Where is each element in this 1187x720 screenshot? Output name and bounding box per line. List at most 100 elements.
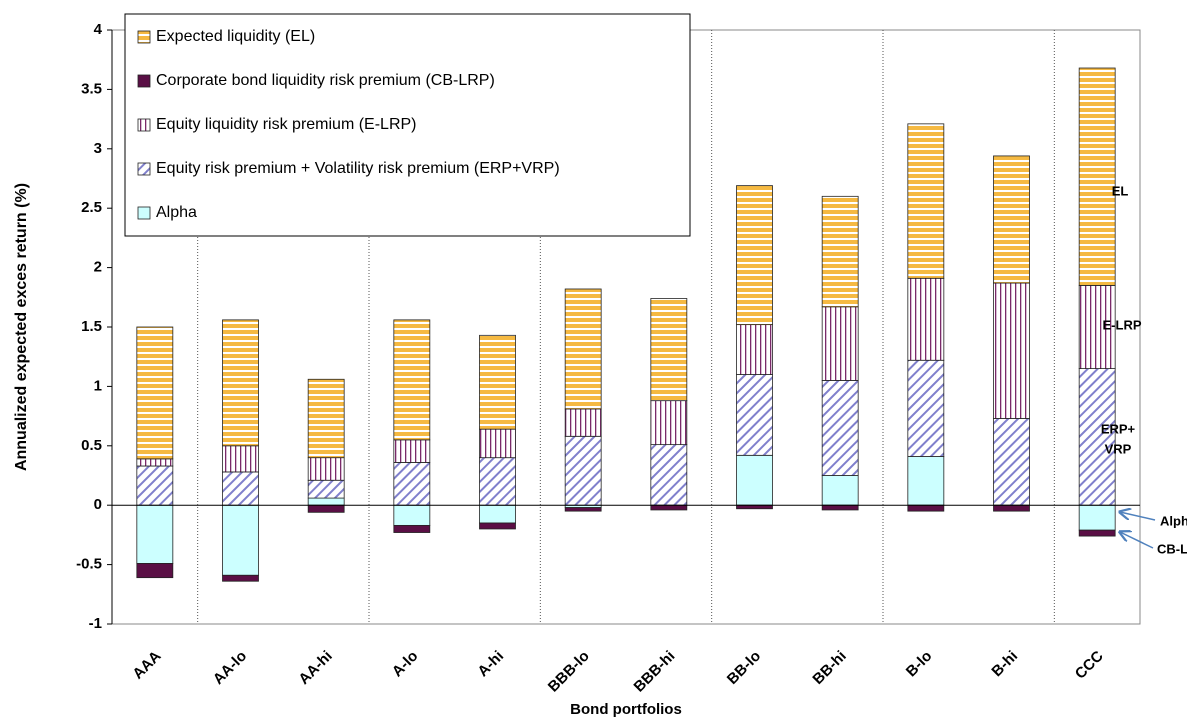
legend-swatch xyxy=(137,162,151,176)
bar-segment xyxy=(136,504,174,564)
bar-segment xyxy=(821,195,859,308)
legend-label: Alpha xyxy=(156,204,197,221)
bar-segment xyxy=(736,374,773,456)
y-tick-label: 3.5 xyxy=(81,80,102,97)
bar-segment xyxy=(907,123,945,279)
y-tick-label: 1 xyxy=(94,377,102,394)
y-tick-label: 2.5 xyxy=(81,199,102,216)
bar-segment xyxy=(393,524,431,533)
bar-segment xyxy=(393,462,431,506)
annotation-arrow xyxy=(1120,532,1154,549)
bar-segment xyxy=(136,458,174,467)
bar-segment xyxy=(907,504,945,512)
legend-label: Corporate bond liquidity risk premium (C… xyxy=(156,72,495,89)
bar-segment xyxy=(993,282,1030,419)
legend-swatch xyxy=(137,30,151,44)
bar-segment xyxy=(821,306,859,381)
annotation-arrow xyxy=(1120,512,1156,521)
y-tick-label: 0.5 xyxy=(81,437,102,454)
bar-segment xyxy=(393,504,431,526)
y-tick-label: 3 xyxy=(94,140,102,157)
bar-segment xyxy=(393,439,431,463)
bar-segment xyxy=(1078,285,1116,369)
bar-segment xyxy=(736,185,773,326)
x-tick-label: BB-hi xyxy=(809,648,849,688)
bar-segment xyxy=(222,319,259,447)
annotation: VRP xyxy=(1105,441,1132,456)
x-tick-label: A-lo xyxy=(389,648,422,681)
bar-segment xyxy=(222,471,259,506)
legend-swatch xyxy=(137,118,151,132)
bar-segment xyxy=(222,445,259,473)
bar-segment xyxy=(736,504,773,510)
legend-label: Equity liquidity risk premium (E-LRP) xyxy=(156,116,417,133)
x-tick-label: AAA xyxy=(129,647,164,682)
bar-segment xyxy=(222,504,259,576)
y-tick-label: -0.5 xyxy=(76,556,102,573)
legend-label: Expected liquidity (EL) xyxy=(156,28,315,45)
bar-segment xyxy=(564,288,602,410)
bar-segment xyxy=(907,359,945,457)
bar-segment xyxy=(479,428,516,459)
legend xyxy=(124,13,691,237)
bar-segment xyxy=(222,574,259,582)
bar-segment xyxy=(479,504,516,524)
x-tick-label: BB-lo xyxy=(724,648,764,688)
annotation: Alpha xyxy=(1160,513,1187,528)
bar-segment xyxy=(564,408,602,437)
bar-segment xyxy=(821,475,859,506)
x-axis-label: Bond portfolios xyxy=(570,701,682,718)
x-tick-label: BBB-hi xyxy=(631,648,679,696)
annotation: EL xyxy=(1112,183,1129,198)
bar-segment xyxy=(307,497,345,506)
legend-swatch xyxy=(137,74,151,88)
bar-segment xyxy=(650,400,688,446)
bar-segment xyxy=(479,522,516,530)
bar-segment xyxy=(307,378,345,459)
y-tick-label: 0 xyxy=(94,496,102,513)
x-tick-label: B-lo xyxy=(903,648,936,681)
x-tick-label: AA-lo xyxy=(210,648,250,688)
annotation: ERP+ xyxy=(1101,421,1136,436)
bar-segment xyxy=(307,504,345,513)
bar-segment xyxy=(1078,504,1116,531)
bar-segment xyxy=(650,444,688,506)
bar-segment xyxy=(479,334,516,430)
y-tick-label: -1 xyxy=(89,615,102,632)
bar-segment xyxy=(1078,368,1116,506)
legend-label: Equity risk premium + Volatility risk pr… xyxy=(156,160,560,177)
bar-segment xyxy=(736,324,773,375)
bar-segment xyxy=(1078,67,1116,286)
x-tick-label: AA-hi xyxy=(295,648,335,688)
annotation: E-LRP xyxy=(1103,317,1142,332)
bar-segment xyxy=(650,504,688,511)
x-tick-label: A-hi xyxy=(474,648,507,681)
bar-segment xyxy=(479,457,516,506)
x-tick-label: CCC xyxy=(1072,647,1107,682)
y-tick-label: 4 xyxy=(94,21,103,38)
bar-segment xyxy=(650,298,688,402)
bar-segment xyxy=(821,504,859,511)
bar-segment xyxy=(736,454,773,506)
y-axis-label: Annualized expected exces return (%) xyxy=(13,183,30,471)
bar-segment xyxy=(1078,529,1116,537)
bar-segment xyxy=(564,435,602,506)
bar-segment xyxy=(136,326,174,460)
bar-segment xyxy=(136,563,174,579)
bar-segment xyxy=(393,319,431,441)
bar-segment xyxy=(564,507,602,512)
legend-swatch xyxy=(137,206,151,220)
bar-segment xyxy=(821,380,859,476)
bar-segment xyxy=(136,465,174,506)
x-tick-label: BBB-lo xyxy=(545,648,593,696)
annotation: CB-LRP xyxy=(1157,541,1187,556)
bar-segment xyxy=(307,457,345,481)
bar-segment xyxy=(907,277,945,361)
bar-segment xyxy=(993,504,1030,512)
x-tick-label: B-hi xyxy=(988,648,1021,681)
bar-segment xyxy=(307,479,345,499)
bar-segment xyxy=(993,155,1030,284)
bar-segment xyxy=(993,418,1030,506)
y-tick-label: 1.5 xyxy=(81,318,102,335)
